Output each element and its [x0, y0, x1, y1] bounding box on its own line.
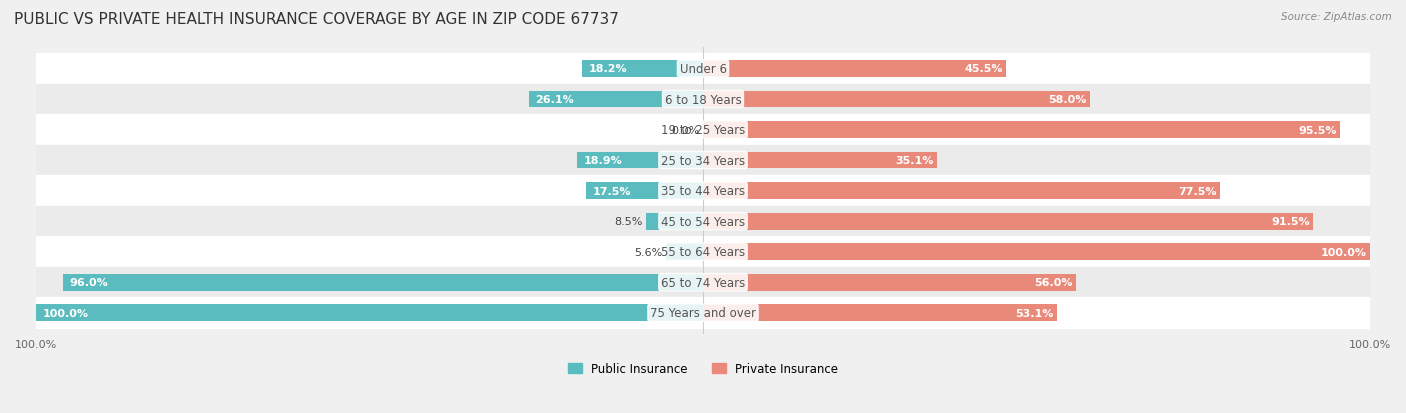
Bar: [703, 122, 1340, 139]
Bar: [37, 176, 1369, 206]
Text: 8.5%: 8.5%: [614, 216, 643, 227]
Text: 75 Years and over: 75 Years and over: [650, 306, 756, 320]
Text: 77.5%: 77.5%: [1178, 186, 1216, 196]
Text: 35 to 44 Years: 35 to 44 Years: [661, 185, 745, 198]
Bar: [37, 267, 1369, 298]
Bar: [665, 244, 703, 261]
Text: 19 to 25 Years: 19 to 25 Years: [661, 124, 745, 137]
Text: Source: ZipAtlas.com: Source: ZipAtlas.com: [1281, 12, 1392, 22]
Bar: [37, 115, 1369, 145]
Text: 45.5%: 45.5%: [965, 64, 1002, 74]
Bar: [586, 183, 703, 199]
Bar: [703, 61, 1007, 78]
Bar: [529, 91, 703, 108]
Text: 55 to 64 Years: 55 to 64 Years: [661, 246, 745, 259]
Text: 96.0%: 96.0%: [69, 278, 108, 287]
Bar: [703, 213, 1313, 230]
Text: 45 to 54 Years: 45 to 54 Years: [661, 215, 745, 228]
Text: 53.1%: 53.1%: [1015, 308, 1053, 318]
Text: 25 to 34 Years: 25 to 34 Years: [661, 154, 745, 167]
Bar: [63, 274, 703, 291]
Bar: [37, 298, 1369, 328]
Bar: [37, 305, 703, 321]
Bar: [37, 145, 1369, 176]
Bar: [703, 274, 1077, 291]
Text: 100.0%: 100.0%: [1320, 247, 1367, 257]
Bar: [582, 61, 703, 78]
Text: Under 6: Under 6: [679, 63, 727, 76]
Bar: [37, 206, 1369, 237]
Text: 5.6%: 5.6%: [634, 247, 662, 257]
Bar: [703, 305, 1057, 321]
Legend: Public Insurance, Private Insurance: Public Insurance, Private Insurance: [564, 358, 842, 380]
Text: 35.1%: 35.1%: [896, 156, 934, 166]
Text: 56.0%: 56.0%: [1035, 278, 1073, 287]
Bar: [576, 152, 703, 169]
Text: 6 to 18 Years: 6 to 18 Years: [665, 93, 741, 106]
Text: 65 to 74 Years: 65 to 74 Years: [661, 276, 745, 289]
Text: 91.5%: 91.5%: [1271, 216, 1310, 227]
Bar: [37, 85, 1369, 115]
Text: 95.5%: 95.5%: [1298, 125, 1337, 135]
Text: 0.0%: 0.0%: [672, 125, 700, 135]
Bar: [703, 91, 1090, 108]
Bar: [703, 183, 1220, 199]
Text: 18.2%: 18.2%: [588, 64, 627, 74]
Bar: [37, 237, 1369, 267]
Text: PUBLIC VS PRIVATE HEALTH INSURANCE COVERAGE BY AGE IN ZIP CODE 67737: PUBLIC VS PRIVATE HEALTH INSURANCE COVER…: [14, 12, 619, 27]
Text: 18.9%: 18.9%: [583, 156, 623, 166]
Bar: [37, 54, 1369, 85]
Bar: [647, 213, 703, 230]
Text: 26.1%: 26.1%: [536, 95, 575, 105]
Text: 17.5%: 17.5%: [593, 186, 631, 196]
Bar: [703, 244, 1369, 261]
Text: 58.0%: 58.0%: [1047, 95, 1087, 105]
Bar: [703, 152, 936, 169]
Text: 100.0%: 100.0%: [42, 308, 89, 318]
